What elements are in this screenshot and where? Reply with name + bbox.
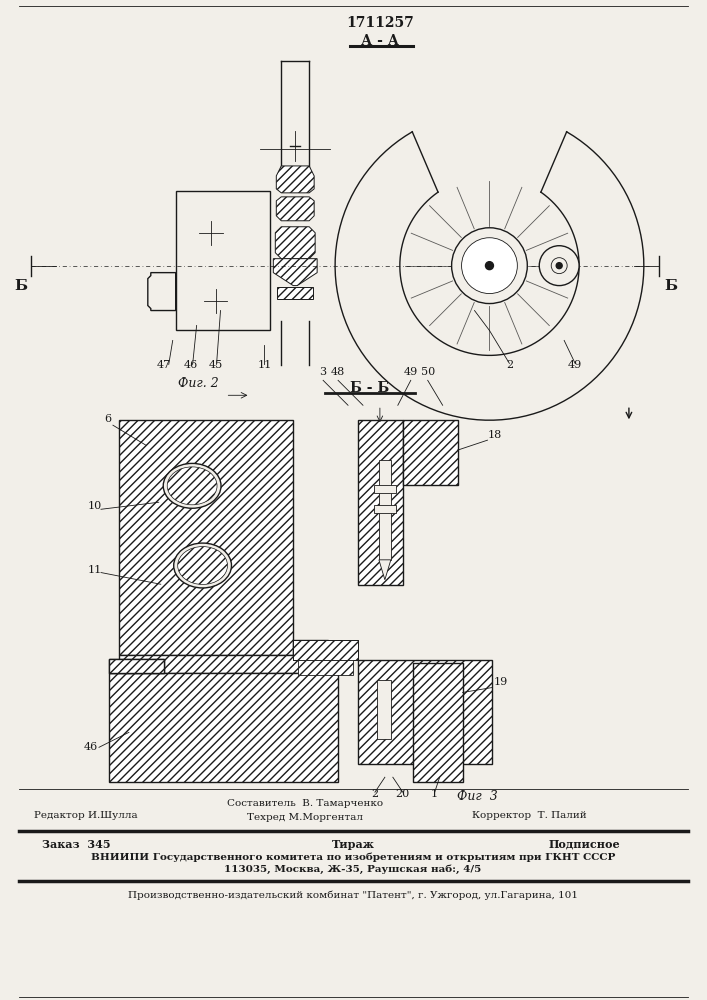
Circle shape [462,238,518,294]
Polygon shape [109,659,164,673]
Text: 50: 50 [421,367,435,377]
Text: 11: 11 [257,360,271,370]
Polygon shape [403,420,457,485]
Polygon shape [293,640,328,660]
Text: 6: 6 [105,414,112,424]
Polygon shape [293,640,358,660]
Polygon shape [377,680,391,739]
Polygon shape [379,560,391,580]
Circle shape [539,246,579,286]
Text: 19: 19 [493,677,508,687]
Text: 47: 47 [157,360,171,370]
Text: 2: 2 [371,789,378,799]
Polygon shape [109,673,338,782]
Polygon shape [413,663,462,782]
Text: 11: 11 [88,565,102,575]
Polygon shape [469,246,509,286]
Text: 1711257: 1711257 [346,16,414,30]
Polygon shape [109,659,164,673]
Text: Редактор И.Шулла: Редактор И.Шулла [34,811,138,820]
Circle shape [452,228,527,304]
Polygon shape [148,273,176,311]
Circle shape [556,263,562,269]
Polygon shape [150,277,170,307]
Polygon shape [275,227,315,259]
Circle shape [551,258,567,274]
Text: 46: 46 [84,742,98,752]
Text: Техред М.Моргентал: Техред М.Моргентал [247,813,363,822]
Text: 1: 1 [431,789,438,799]
Text: Б: Б [664,279,677,293]
Text: Подписное: Подписное [548,839,620,850]
Text: Корректор  Т. Палий: Корректор Т. Палий [472,811,587,820]
Text: 18: 18 [487,430,501,440]
Polygon shape [277,287,313,299]
Ellipse shape [174,543,231,588]
Text: 2: 2 [506,360,513,370]
Ellipse shape [168,467,217,505]
Text: 49: 49 [404,367,418,377]
Text: Тираж: Тираж [332,839,375,850]
Text: Б - Б: Б - Б [350,381,390,395]
Text: Составитель  В. Тамарченко: Составитель В. Тамарченко [227,799,383,808]
Text: ВНИИПИ Государственного комитета по изобретениям и открытиям при ГКНТ СССР: ВНИИПИ Государственного комитета по изоб… [90,852,615,862]
Polygon shape [276,166,314,193]
Ellipse shape [177,547,228,584]
Circle shape [486,262,493,270]
Text: Заказ  345: Заказ 345 [42,839,110,850]
Polygon shape [298,660,353,675]
Text: 48: 48 [331,367,345,377]
Ellipse shape [163,463,221,508]
Text: Б: Б [15,279,28,293]
Text: Производственно-издательский комбинат "Патент", г. Ужгород, ул.Гагарина, 101: Производственно-издательский комбинат "П… [128,890,578,900]
Text: 46: 46 [184,360,198,370]
Text: 49: 49 [568,360,583,370]
Polygon shape [119,655,328,673]
Text: 113035, Москва, Ж-35, Раушская наб:, 4/5: 113035, Москва, Ж-35, Раушская наб:, 4/5 [224,864,481,874]
Text: 45: 45 [209,360,223,370]
Polygon shape [274,259,317,286]
Text: 3: 3 [320,367,327,377]
Polygon shape [276,197,314,221]
Text: 10: 10 [88,501,102,511]
Polygon shape [374,485,396,493]
Text: Фиг. 2: Фиг. 2 [178,377,219,390]
Polygon shape [379,460,391,560]
Polygon shape [374,505,396,513]
Polygon shape [358,660,493,764]
Text: Фиг  3: Фиг 3 [457,790,497,803]
Text: А - А: А - А [361,34,399,48]
Polygon shape [176,191,270,330]
Polygon shape [358,420,403,585]
Polygon shape [119,420,293,655]
Text: 20: 20 [396,789,410,799]
